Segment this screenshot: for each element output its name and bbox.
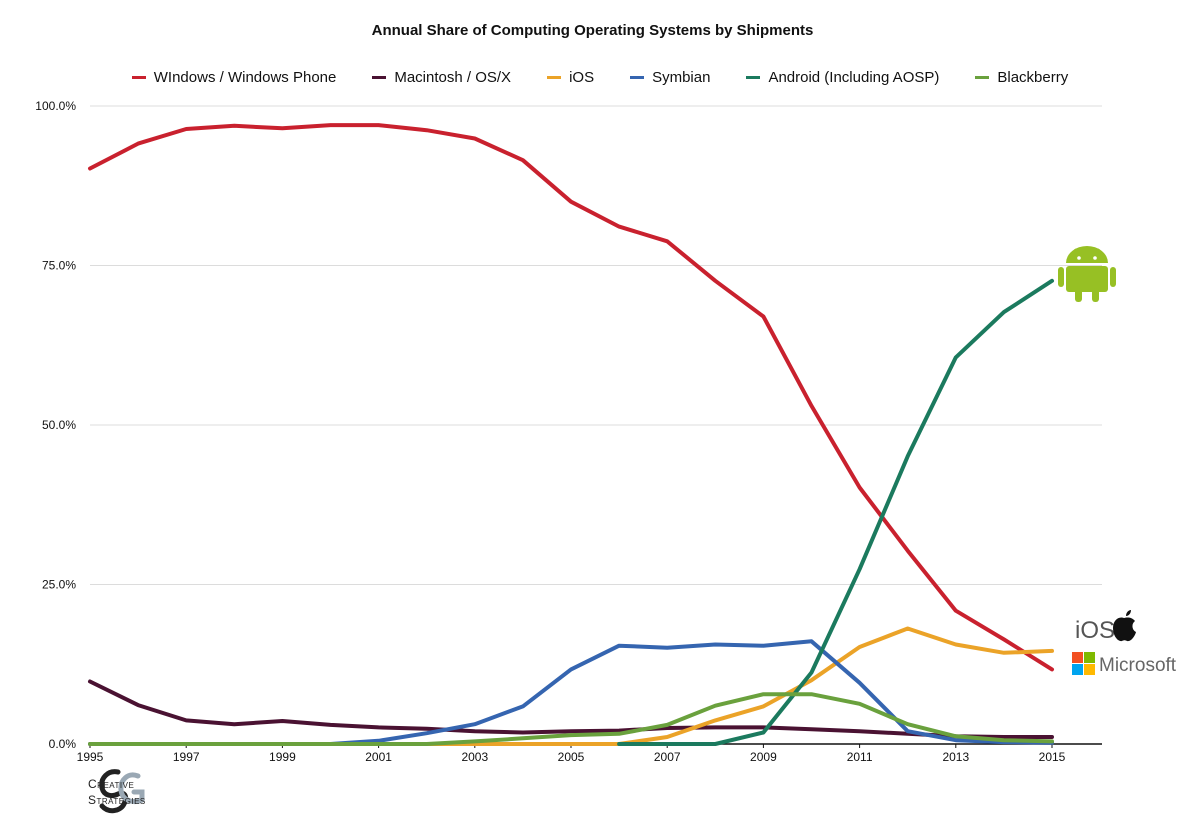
legend-label-windows: WIndows / Windows Phone xyxy=(153,69,337,86)
legend-label-macintosh: Macintosh / OS/X xyxy=(394,69,512,86)
legend-item-symbian: Symbian xyxy=(630,69,710,86)
x-tick-label: 1999 xyxy=(269,750,296,764)
y-tick-label: 0.0% xyxy=(49,737,77,751)
legend-swatch-windows xyxy=(131,76,146,79)
microsoft-icon xyxy=(1072,652,1095,675)
legend-label-blackberry: Blackberry xyxy=(997,69,1069,86)
x-tick-label: 2003 xyxy=(461,750,488,764)
chart-title: Annual Share of Computing Operating Syst… xyxy=(371,22,814,39)
legend-item-android: Android (Including AOSP) xyxy=(746,69,939,86)
legend-item-macintosh: Macintosh / OS/X xyxy=(372,69,511,86)
x-tick-label: 1995 xyxy=(77,750,104,764)
legend-item-blackberry: Blackberry xyxy=(975,69,1068,86)
series-line-1 xyxy=(88,679,1054,739)
brand-text: Creative Strategies xyxy=(88,776,146,808)
x-tick-label: 1997 xyxy=(173,750,200,764)
x-tick-label: 2015 xyxy=(1039,750,1066,764)
y-tick-label: 50.0% xyxy=(42,418,76,432)
y-tick-label: 75.0% xyxy=(42,259,76,273)
series-lines xyxy=(88,123,1054,746)
x-tick-label: 2011 xyxy=(847,750,873,764)
legend-swatch-android xyxy=(746,76,761,79)
legend-item-windows: WIndows / Windows Phone xyxy=(131,69,337,86)
legend-item-ios: iOS xyxy=(547,69,594,86)
series-line-5 xyxy=(88,692,1054,746)
creative-strategies-logo xyxy=(99,769,145,814)
series-line-2 xyxy=(88,626,1054,746)
legend-label-symbian: Symbian xyxy=(652,69,711,86)
x-tick-label: 2009 xyxy=(750,750,777,764)
legend-swatch-macintosh xyxy=(372,76,387,79)
legend-swatch-symbian xyxy=(630,76,645,79)
legend-label-ios: iOS xyxy=(569,69,595,86)
legend-label-android: Android (Including AOSP) xyxy=(768,69,940,86)
apple-icon xyxy=(1113,610,1136,642)
x-tick-label: 2013 xyxy=(942,750,969,764)
android-icon xyxy=(1058,246,1116,302)
series-line-4 xyxy=(617,278,1054,746)
x-tick-label: 2007 xyxy=(654,750,681,764)
microsoft-logo-text: Microsoft xyxy=(1099,655,1177,676)
gridlines xyxy=(90,105,1102,585)
ios-logo-text: iOS xyxy=(1075,617,1115,644)
legend-swatch-ios xyxy=(547,76,562,79)
brand-line-1: Creative xyxy=(88,777,135,791)
x-tick-label: 2001 xyxy=(365,750,392,764)
y-tick-label: 25.0% xyxy=(42,578,76,592)
legend: WIndows / Windows Phone Macintosh / OS/X… xyxy=(0,69,1200,86)
legend-swatch-blackberry xyxy=(975,76,990,79)
y-tick-label: 100.0% xyxy=(35,99,76,113)
x-tick-label: 2005 xyxy=(558,750,585,764)
series-line-0 xyxy=(88,123,1054,672)
brand-line-2: Strategies xyxy=(88,793,146,807)
series-line-3 xyxy=(88,639,1054,746)
